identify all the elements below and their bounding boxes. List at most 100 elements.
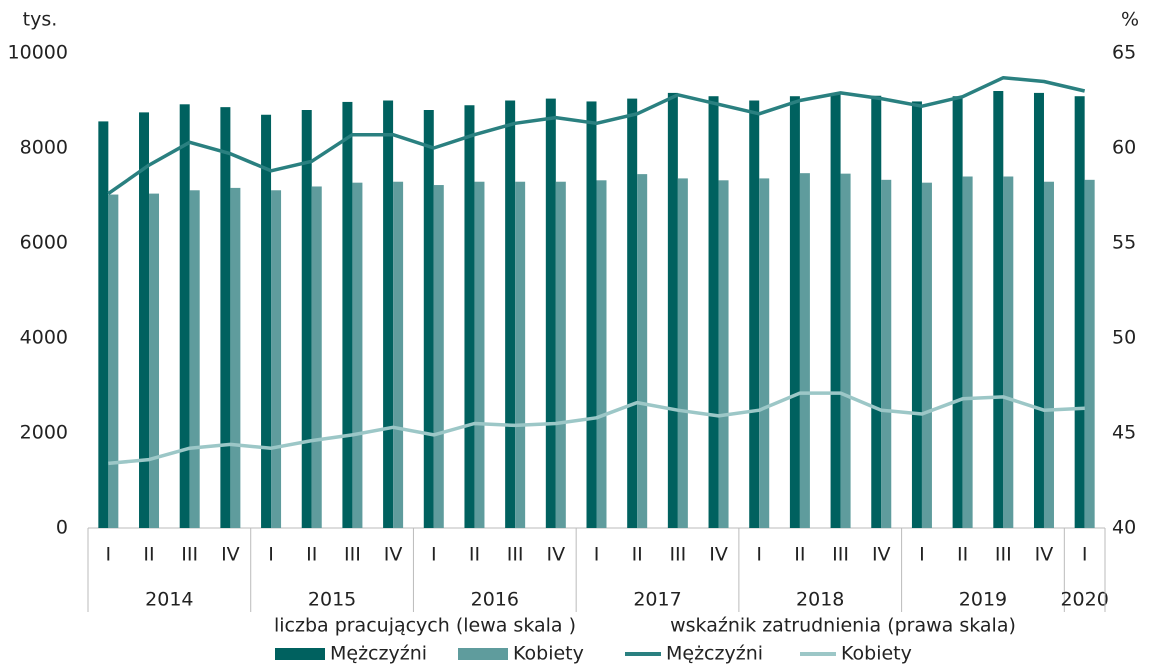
year-label: 2018 (796, 589, 844, 611)
bar (667, 92, 678, 529)
bar (98, 121, 109, 529)
x-tick-label: II (143, 544, 154, 566)
x-tick-label: III (507, 544, 524, 566)
bar (139, 112, 150, 528)
x-tick-label: I (1082, 544, 1088, 566)
y2-tick-label: 65 (1112, 42, 1136, 64)
bar (230, 187, 241, 528)
bar (799, 173, 810, 529)
x-tick-label: II (306, 544, 317, 566)
bar (708, 96, 719, 528)
bar (759, 178, 770, 528)
year-label: 2019 (959, 589, 1007, 611)
legend-group-title: wskaźnik zatrudnienia (prawa skala) (670, 615, 1016, 637)
bar (627, 98, 638, 528)
y2-tick-label: 50 (1112, 327, 1136, 349)
legend-label: Kobiety (841, 643, 912, 664)
bar (393, 181, 404, 528)
y-tick-label: 10000 (8, 42, 68, 64)
x-tick-label: I (431, 544, 437, 566)
year-label: 2015 (308, 589, 356, 611)
legend-swatch (275, 648, 325, 660)
bar (881, 179, 892, 528)
bar (840, 173, 851, 528)
x-tick-label: IV (384, 544, 403, 566)
bar (220, 107, 231, 529)
x-tick-label: IV (709, 544, 728, 566)
bar (342, 101, 353, 529)
year-label: 2020 (1060, 589, 1108, 611)
x-tick-label: I (594, 544, 600, 566)
legend-label: Kobiety (513, 643, 584, 664)
y-tick-label: 2000 (20, 422, 68, 444)
bar (271, 190, 282, 528)
bar (1084, 179, 1095, 528)
x-tick-label: IV (547, 544, 566, 566)
bar (108, 194, 119, 529)
bar (433, 185, 444, 529)
x-tick-label: I (756, 544, 762, 566)
x-tick-label: II (632, 544, 643, 566)
bar (189, 190, 200, 528)
x-tick-label: III (344, 544, 361, 566)
bar (952, 96, 963, 528)
x-tick-label: IV (221, 544, 240, 566)
year-label: 2014 (145, 589, 193, 611)
bar (749, 100, 760, 528)
x-tick-label: II (794, 544, 805, 566)
line (107, 75, 1086, 196)
bar (1043, 181, 1054, 528)
bar (718, 180, 729, 529)
legend-label: Mężczyźni (330, 643, 427, 664)
bar (545, 98, 556, 528)
legend-swatch (458, 648, 508, 660)
bar (586, 101, 597, 528)
bar (1033, 92, 1044, 529)
legend-group-title: liczba pracujących (lewa skala ) (274, 615, 576, 637)
bar (871, 95, 882, 528)
x-tick-label: II (469, 544, 480, 566)
y2-axis-label: % (1121, 9, 1139, 31)
x-tick-label: III (181, 544, 198, 566)
y2-tick-label: 60 (1112, 137, 1136, 159)
bar (383, 100, 394, 528)
year-label: 2016 (471, 589, 519, 611)
y2-tick-label: 45 (1112, 422, 1136, 444)
bar (474, 181, 485, 528)
bar (555, 181, 566, 528)
bar (352, 182, 363, 529)
bar (149, 193, 160, 528)
bar (423, 110, 434, 528)
legend-label: Mężczyźni (666, 643, 763, 664)
y-tick-label: 6000 (20, 232, 68, 254)
bar (962, 176, 973, 528)
x-tick-label: I (106, 544, 112, 566)
bar (637, 174, 648, 528)
bar (311, 186, 322, 528)
x-tick-label: III (832, 544, 849, 566)
bar (993, 91, 1004, 528)
x-tick-label: II (957, 544, 968, 566)
x-tick-label: III (669, 544, 686, 566)
bar (921, 182, 932, 529)
y-tick-label: 4000 (20, 327, 68, 349)
bar (1074, 96, 1085, 528)
x-tick-label: IV (1035, 544, 1054, 566)
bar (261, 114, 272, 528)
x-tick-label: I (268, 544, 274, 566)
x-tick-label: I (919, 544, 925, 566)
year-label: 2017 (633, 589, 681, 611)
bar (789, 96, 800, 528)
bar (179, 104, 190, 529)
y-tick-label: 8000 (20, 137, 68, 159)
bar (830, 93, 841, 528)
bar (596, 180, 607, 529)
x-tick-label: III (995, 544, 1012, 566)
bar (1003, 176, 1014, 528)
y2-tick-label: 55 (1112, 232, 1136, 254)
bar (677, 178, 688, 528)
x-tick-label: IV (872, 544, 891, 566)
bar (911, 101, 922, 528)
bar (505, 100, 516, 528)
y-tick-label: 0 (56, 517, 68, 539)
